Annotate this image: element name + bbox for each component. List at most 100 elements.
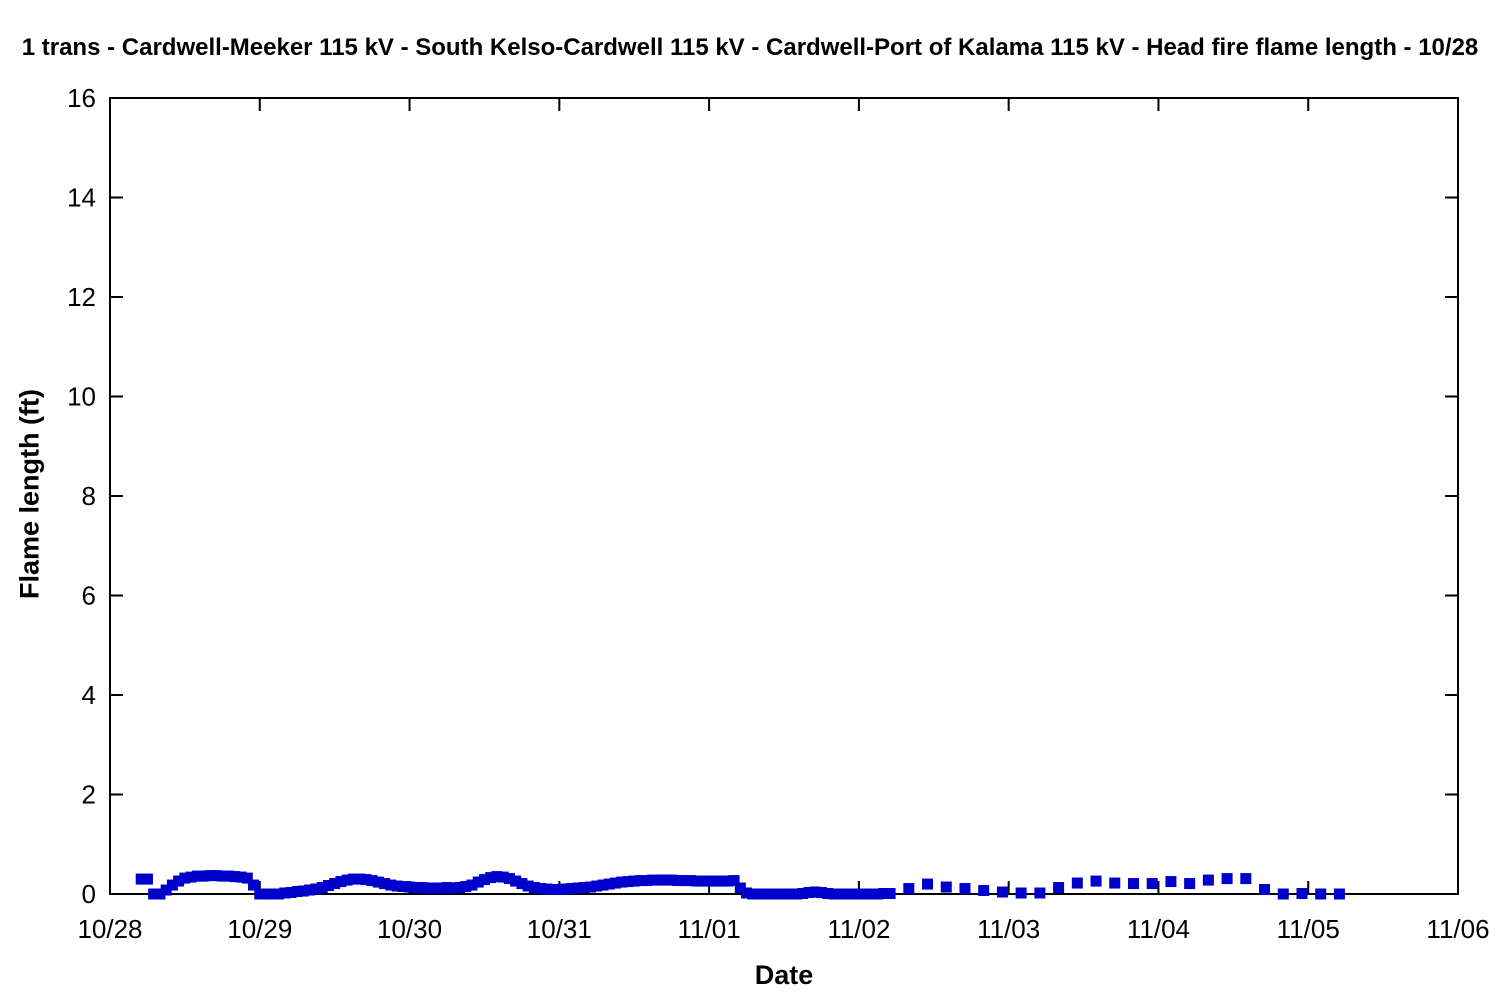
data-point-marker <box>597 879 609 891</box>
data-point-marker <box>429 882 441 894</box>
data-point-marker <box>566 883 578 895</box>
data-point-marker <box>547 884 559 896</box>
data-point-marker <box>1315 888 1327 900</box>
data-point-marker <box>173 875 185 887</box>
data-point-marker <box>404 881 416 893</box>
data-point-marker <box>1221 873 1233 885</box>
data-point-marker <box>135 873 147 885</box>
data-point-marker <box>1053 882 1065 894</box>
data-point-marker <box>466 879 478 891</box>
data-point-marker <box>422 882 434 894</box>
data-point-marker <box>853 888 865 900</box>
data-point-marker <box>659 874 671 886</box>
data-point-marker <box>491 871 503 883</box>
data-point-marker <box>809 886 821 898</box>
data-point-marker <box>872 888 884 900</box>
data-point-marker <box>248 879 260 891</box>
data-point-marker <box>622 876 634 888</box>
data-point-marker <box>784 888 796 900</box>
x-tick-label: 11/05 <box>1277 914 1340 944</box>
data-point-marker <box>728 875 740 887</box>
data-point-marker <box>191 870 203 882</box>
data-point-marker <box>878 888 890 900</box>
data-point-marker <box>1034 887 1046 899</box>
data-point-marker <box>759 888 771 900</box>
data-point-marker <box>391 880 403 892</box>
data-point-marker <box>335 876 347 888</box>
data-point-marker <box>235 871 247 883</box>
data-point-marker <box>260 888 272 900</box>
data-point-marker <box>1109 877 1121 889</box>
data-point-marker <box>697 875 709 887</box>
data-point-marker <box>285 887 297 899</box>
data-point-marker <box>528 882 540 894</box>
data-point-marker <box>516 878 528 890</box>
data-point-marker <box>1333 888 1345 900</box>
chart-title: 1 trans - Cardwell-Meeker 115 kV - South… <box>21 34 1479 61</box>
data-point-marker <box>166 879 178 891</box>
data-point-marker <box>741 887 753 899</box>
data-point-marker <box>210 870 222 882</box>
data-point-marker <box>154 888 166 900</box>
data-point-marker <box>1015 887 1027 899</box>
data-point-marker <box>884 888 896 900</box>
data-point-marker <box>865 888 877 900</box>
x-tick-label: 10/30 <box>377 914 442 944</box>
data-point-marker <box>709 875 721 887</box>
data-point-marker <box>447 882 459 894</box>
data-point-marker <box>822 888 834 900</box>
y-tick-label: 8 <box>82 481 96 511</box>
data-point-marker <box>803 887 815 899</box>
data-point-marker <box>553 884 565 896</box>
data-point-marker <box>1071 877 1083 889</box>
data-point-marker <box>216 870 228 882</box>
data-point-marker <box>1240 873 1252 885</box>
data-point-marker <box>734 882 746 894</box>
data-point-marker <box>522 880 534 892</box>
data-point-marker <box>541 883 553 895</box>
data-point-marker <box>441 882 453 894</box>
data-point-marker <box>379 878 391 890</box>
data-point-marker <box>828 888 840 900</box>
data-point-marker <box>310 883 322 895</box>
data-point-marker <box>922 878 934 890</box>
data-point-marker <box>684 875 696 887</box>
data-point-marker <box>354 873 366 885</box>
data-point-marker <box>940 881 952 893</box>
data-point-marker <box>772 888 784 900</box>
data-point-marker <box>460 881 472 893</box>
data-point-marker <box>610 877 621 889</box>
data-point-marker <box>585 881 597 893</box>
x-tick-label: 10/28 <box>77 914 142 944</box>
y-tick-label: 16 <box>67 83 96 113</box>
data-point-marker <box>1165 876 1177 888</box>
data-point-marker <box>322 880 334 892</box>
data-point-marker <box>453 882 465 894</box>
data-point-marker <box>304 884 316 896</box>
data-point-marker <box>148 888 160 900</box>
data-point-marker <box>797 888 809 900</box>
data-point-marker <box>472 876 484 888</box>
data-point-marker <box>1146 878 1158 890</box>
data-point-marker <box>847 888 859 900</box>
data-point-marker <box>572 882 584 894</box>
data-point-marker <box>510 875 522 887</box>
data-point-marker <box>1296 888 1308 900</box>
y-tick-label: 10 <box>67 382 96 412</box>
data-point-marker <box>485 872 497 884</box>
data-point-marker <box>672 875 684 887</box>
data-point-marker <box>591 880 603 892</box>
data-point-marker <box>978 885 990 897</box>
y-tick-label: 12 <box>67 282 96 312</box>
data-point-marker <box>141 873 153 885</box>
data-point-marker <box>578 882 590 894</box>
x-tick-label: 10/29 <box>227 914 292 944</box>
data-point-marker <box>678 875 690 887</box>
data-point-marker <box>241 872 253 884</box>
data-point-marker <box>815 887 827 899</box>
data-point-marker <box>279 887 291 899</box>
y-tick-label: 14 <box>67 183 96 213</box>
y-tick-label: 2 <box>82 780 96 810</box>
data-point-marker <box>653 874 665 886</box>
